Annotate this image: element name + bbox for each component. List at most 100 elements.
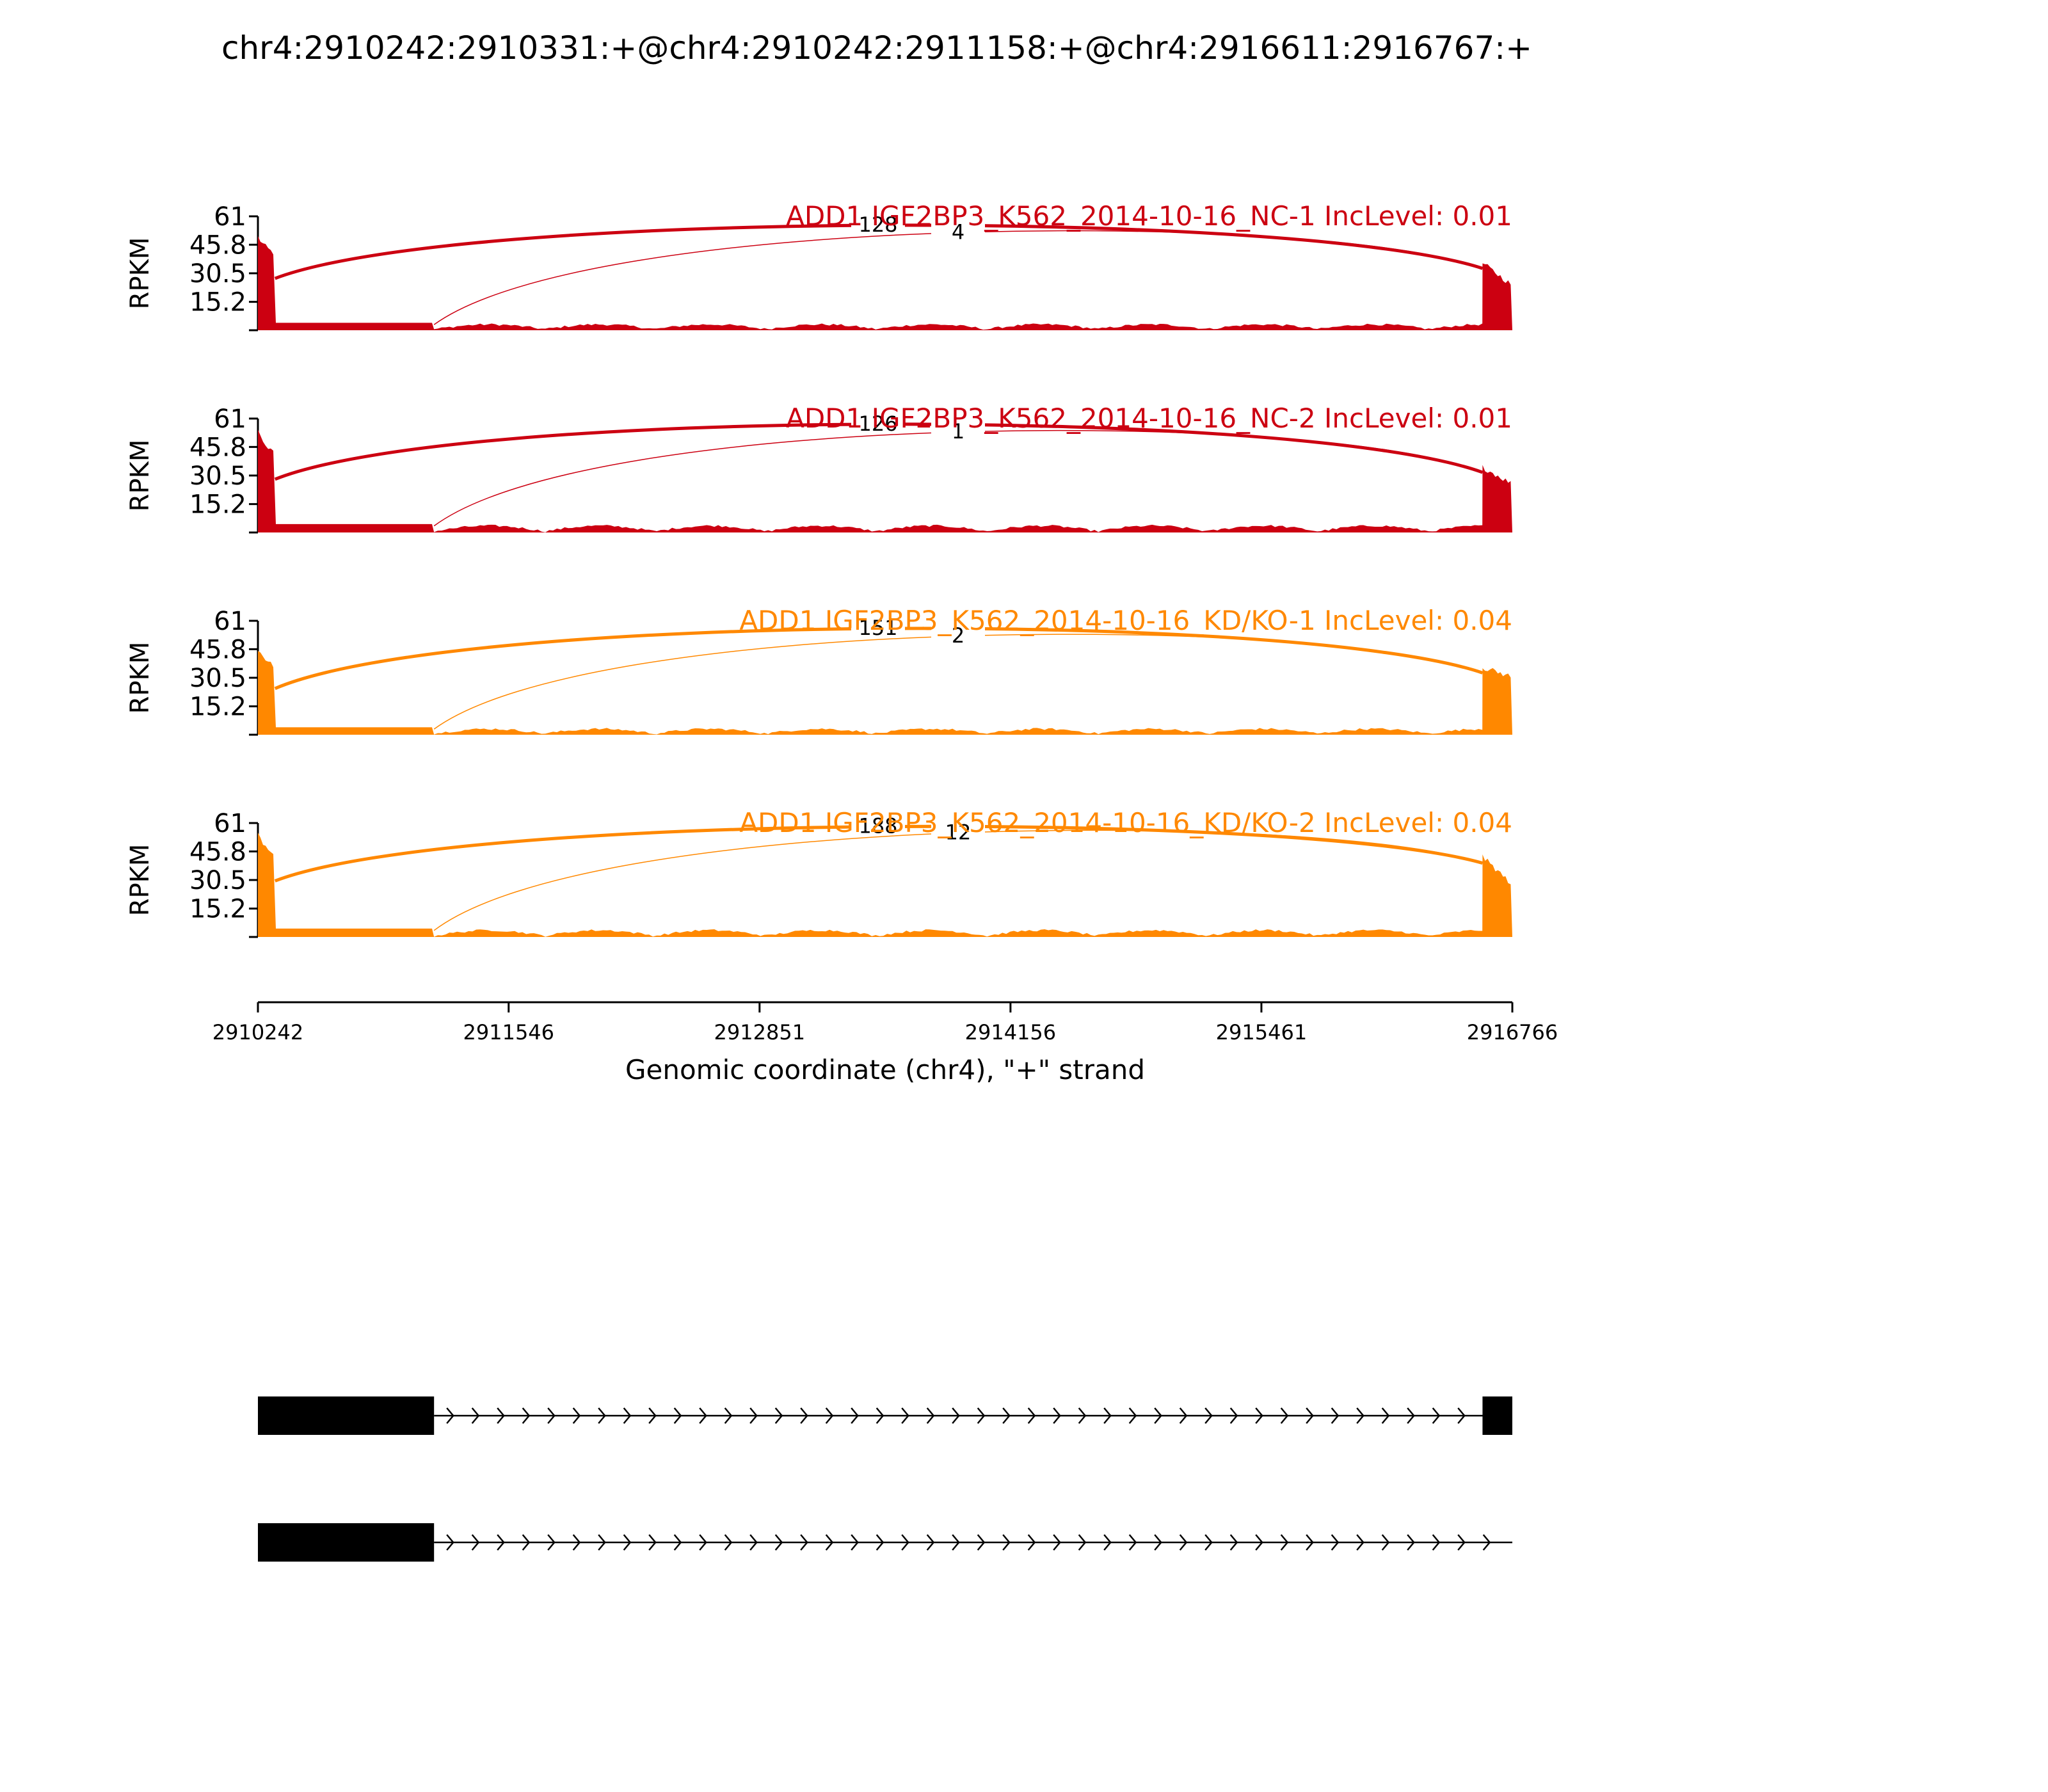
y-tick-label: 30.5 bbox=[189, 664, 246, 693]
strand-arrow bbox=[1154, 1534, 1162, 1551]
x-tick-label: 2911546 bbox=[463, 1020, 555, 1044]
strand-arrow bbox=[825, 1407, 834, 1424]
strand-arrow bbox=[1204, 1534, 1213, 1551]
strand-arrow bbox=[1078, 1534, 1087, 1551]
strand-arrow bbox=[1027, 1534, 1036, 1551]
strand-arrow bbox=[471, 1534, 480, 1551]
strand-arrow bbox=[497, 1534, 505, 1551]
sample-label: ADD1 IGF2BP3_K562_2014-10-16_KD/KO-2 Inc… bbox=[739, 807, 1512, 838]
strand-arrow bbox=[749, 1407, 758, 1424]
strand-arrow bbox=[1331, 1534, 1340, 1551]
strand-arrow bbox=[572, 1534, 581, 1551]
strand-arrow bbox=[800, 1407, 808, 1424]
strand-arrow bbox=[1306, 1407, 1314, 1424]
junction-count: 151 bbox=[858, 616, 897, 640]
strand-arrow bbox=[522, 1407, 531, 1424]
strand-arrow bbox=[1457, 1534, 1466, 1551]
strand-arrow bbox=[497, 1407, 505, 1424]
strand-arrow bbox=[1179, 1407, 1188, 1424]
strand-arrow bbox=[623, 1407, 632, 1424]
strand-arrow bbox=[952, 1407, 960, 1424]
strand-arrow bbox=[623, 1534, 632, 1551]
strand-arrow bbox=[774, 1534, 783, 1551]
strand-arrow bbox=[926, 1407, 935, 1424]
y-tick-label: 30.5 bbox=[189, 259, 246, 289]
y-tick-label: 45.8 bbox=[189, 837, 246, 867]
sample-label: ADD1 IGF2BP3_K562_2014-10-16_NC-2 IncLev… bbox=[786, 403, 1512, 434]
junction-label-box bbox=[931, 820, 985, 845]
y-tick-label: 45.8 bbox=[189, 433, 246, 462]
junction-count: 126 bbox=[858, 412, 897, 436]
y-tick-label: 61 bbox=[214, 607, 246, 636]
y-tick-label: 45.8 bbox=[189, 230, 246, 260]
strand-arrow bbox=[446, 1407, 454, 1424]
y-tick-label: 15.2 bbox=[189, 490, 246, 520]
strand-arrow bbox=[851, 1407, 859, 1424]
x-tick-label: 2915461 bbox=[1216, 1020, 1308, 1044]
strand-arrow bbox=[1331, 1407, 1340, 1424]
strand-arrow bbox=[673, 1407, 682, 1424]
y-tick-label: 15.2 bbox=[189, 895, 246, 924]
sample-label: ADD1 IGF2BP3_K562_2014-10-16_NC-1 IncLev… bbox=[786, 200, 1512, 232]
y-tick-label: 30.5 bbox=[189, 461, 246, 491]
exon-block bbox=[1482, 1396, 1512, 1435]
x-tick-label: 2916766 bbox=[1467, 1020, 1558, 1044]
strand-arrow bbox=[1432, 1407, 1441, 1424]
strand-arrow bbox=[774, 1407, 783, 1424]
y-axis-label: RPKM bbox=[125, 440, 155, 512]
strand-arrow bbox=[471, 1407, 480, 1424]
strand-arrow bbox=[598, 1534, 606, 1551]
strand-arrow bbox=[446, 1534, 454, 1551]
junction-count: 4 bbox=[952, 220, 964, 244]
sample-label: ADD1 IGF2BP3_K562_2014-10-16_KD/KO-1 Inc… bbox=[739, 605, 1512, 636]
strand-arrow bbox=[699, 1534, 707, 1551]
strand-arrow bbox=[648, 1407, 657, 1424]
strand-arrow bbox=[876, 1407, 884, 1424]
x-axis: 2910242 2911546 2912851 2914156 2915461 29167… bbox=[212, 1001, 1558, 1085]
strand-arrow bbox=[1255, 1407, 1263, 1424]
y-axis-label: RPKM bbox=[125, 237, 155, 310]
strand-arrow bbox=[1381, 1534, 1390, 1551]
strand-arrow bbox=[952, 1534, 960, 1551]
junction-count: 12 bbox=[945, 820, 972, 844]
strand-arrow bbox=[1280, 1534, 1289, 1551]
strand-arrow bbox=[851, 1534, 859, 1551]
strand-arrow bbox=[1027, 1407, 1036, 1424]
strand-arrow bbox=[901, 1407, 909, 1424]
strand-arrow bbox=[926, 1534, 935, 1551]
strand-arrow bbox=[1381, 1407, 1390, 1424]
junction-label-box bbox=[851, 616, 905, 641]
x-tick-label: 2910242 bbox=[212, 1020, 304, 1044]
strand-arrow bbox=[1128, 1534, 1137, 1551]
strand-arrow bbox=[572, 1407, 581, 1424]
strand-arrow bbox=[1306, 1534, 1314, 1551]
strand-arrow bbox=[1179, 1534, 1188, 1551]
isoform-1 bbox=[258, 1396, 1512, 1435]
junction-label-box bbox=[931, 623, 985, 648]
strand-arrow bbox=[673, 1534, 682, 1551]
strand-arrow bbox=[1128, 1407, 1137, 1424]
strand-arrow bbox=[1407, 1407, 1415, 1424]
junction-count: 2 bbox=[952, 623, 964, 648]
strand-arrow bbox=[825, 1534, 834, 1551]
strand-arrow bbox=[977, 1407, 986, 1424]
isoform-structures bbox=[258, 1396, 1512, 1562]
x-axis-label: Genomic coordinate (chr4), "+" strand bbox=[625, 1054, 1145, 1085]
strand-arrow bbox=[648, 1534, 657, 1551]
y-tick-label: 45.8 bbox=[189, 635, 246, 664]
strand-arrow bbox=[1255, 1534, 1263, 1551]
junction-label-box bbox=[851, 411, 905, 436]
strand-arrow bbox=[699, 1407, 707, 1424]
isoform-2 bbox=[258, 1523, 1512, 1562]
junction-label-box bbox=[931, 220, 985, 244]
x-tick-label: 2912851 bbox=[714, 1020, 806, 1044]
exon-block bbox=[258, 1523, 435, 1562]
strand-arrow bbox=[1432, 1534, 1441, 1551]
junction-label-box bbox=[851, 212, 905, 237]
